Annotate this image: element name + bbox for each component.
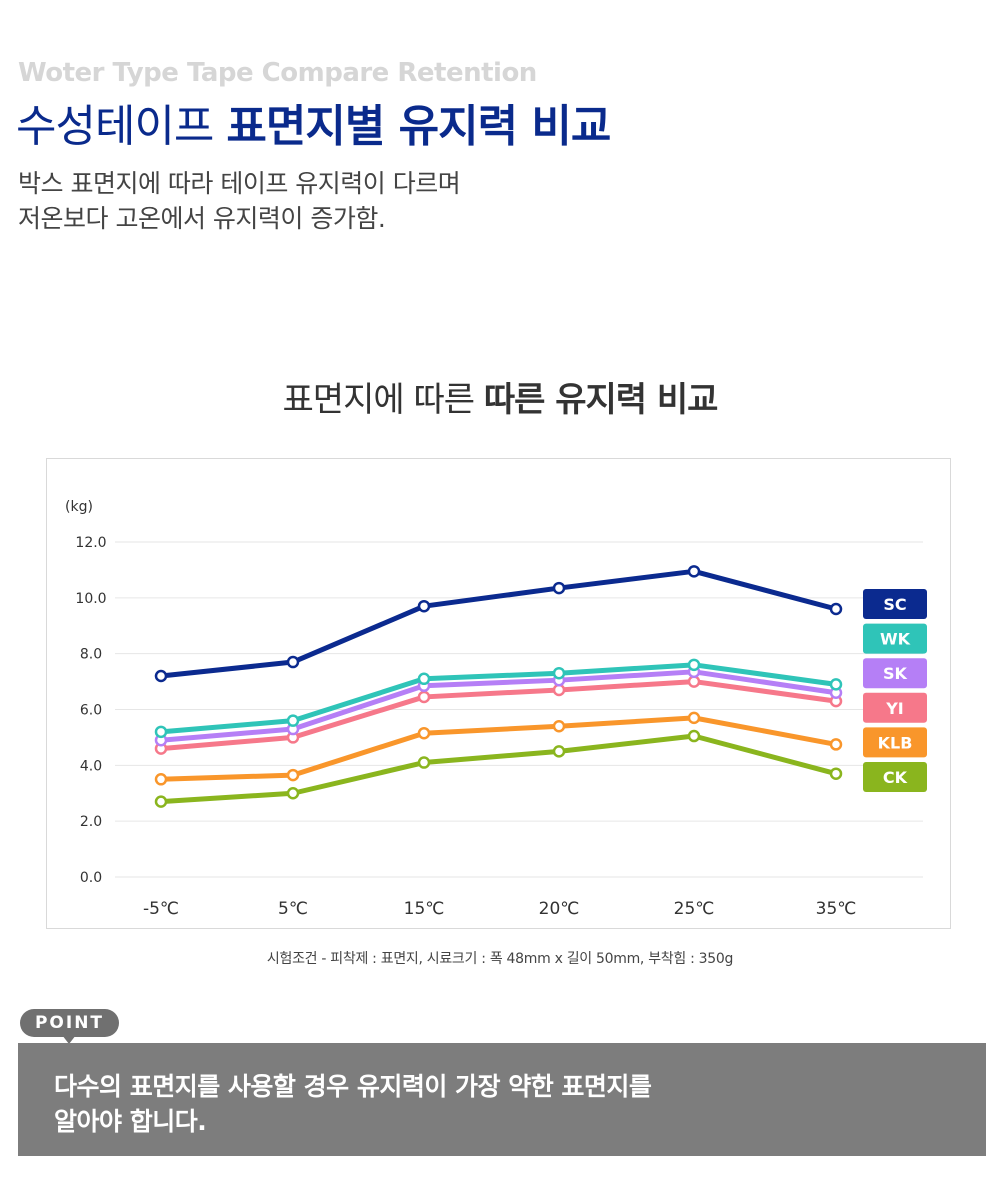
point-box: 다수의 표면지를 사용할 경우 유지력이 가장 약한 표면지를 알아야 합니다. (18, 1043, 986, 1156)
y-tick-label: 2.0 (80, 814, 102, 830)
test-conditions: 시험조건 - 피착제 : 표면지, 시료크기 : 폭 48mm x 길이 50m… (266, 951, 734, 967)
data-point-sc (154, 669, 168, 683)
data-point-yi (687, 675, 701, 688)
legend-label-ck: CK (883, 768, 908, 787)
data-point-ck (417, 756, 431, 769)
series-line-yi (158, 679, 839, 752)
legend-swatch-wk (863, 623, 927, 654)
description: 박스 표면지에 따라 테이프 유지력이 다르며 저온보다 고온에서 유지력이 증… (18, 166, 461, 236)
data-point-ck (687, 729, 701, 743)
data-point-sc (687, 565, 701, 578)
data-point-ck (552, 745, 566, 758)
description-line-1: 박스 표면지에 따라 테이프 유지력이 다르며 (18, 169, 461, 198)
point-line-2: 알아야 합니다. (54, 1107, 207, 1136)
y-tick-label: 12.0 (75, 535, 106, 551)
data-point-wk (417, 672, 431, 686)
series-line-sk (158, 669, 839, 743)
legend-label-wk: WK (880, 630, 911, 649)
legend-swatch-sc (863, 589, 927, 619)
y-tick-label: 6.0 (80, 703, 102, 719)
data-point-klb (154, 773, 168, 786)
data-point-sc (829, 602, 843, 616)
data-point-ck (286, 787, 300, 800)
y-tick-label: 0.0 (80, 870, 102, 886)
data-point-klb (417, 726, 431, 740)
data-point-yi (552, 683, 566, 697)
data-point-wk (552, 666, 566, 680)
x-tick-label: 5℃ (278, 899, 308, 919)
legend-swatch-yi (863, 692, 927, 723)
y-tick-label: 4.0 (80, 758, 102, 774)
x-tick-label: 20℃ (539, 899, 580, 919)
legend-label-klb: KLB (878, 733, 913, 752)
data-point-klb (687, 711, 701, 725)
point-badge: POINT (20, 1009, 119, 1037)
data-point-klb (829, 738, 843, 751)
data-point-sc (417, 599, 431, 613)
data-point-klb (286, 768, 300, 782)
data-point-wk (829, 678, 843, 691)
series-line-ck (158, 733, 839, 805)
x-tick-label: 25℃ (674, 899, 715, 919)
data-point-wk (286, 714, 300, 727)
legend-swatch-sk (863, 658, 927, 689)
series-line-wk (158, 662, 839, 735)
series-line-klb (158, 715, 839, 782)
data-point-yi (417, 690, 431, 704)
page-title: 수성테이프 표면지별 유지력 비교 (16, 90, 611, 154)
page-title-light: 수성테이프 (16, 101, 227, 152)
x-tick-label: 35℃ (816, 899, 857, 919)
chart-heading-light: 표면지에 따른 (282, 380, 484, 420)
data-point-klb (552, 720, 566, 733)
data-point-ck (154, 795, 168, 808)
chart-container: (kg) 0.0 2.0 4.0 6.0 8.0 10.0 12.0 -5℃ 5℃ 15℃ 20℃ 25… (46, 458, 951, 929)
legend-swatch-ck (863, 762, 927, 792)
x-tick-label: -5℃ (143, 899, 179, 919)
legend-swatch-klb (863, 727, 927, 758)
data-point-sc (286, 655, 300, 669)
point-badge-tail (62, 1035, 76, 1044)
line-chart: (kg) 0.0 2.0 4.0 6.0 8.0 10.0 12.0 -5℃ 5℃ 15℃ 20℃ 25… (65, 499, 927, 919)
data-point-wk (687, 658, 701, 672)
data-point-ck (829, 767, 843, 780)
page-title-bold: 표면지별 유지력 비교 (226, 101, 611, 152)
point-line-1: 다수의 표면지를 사용할 경우 유지력이 가장 약한 표면지를 (54, 1072, 652, 1101)
legend-label-sc: SC (883, 595, 906, 614)
y-tick-label: 8.0 (80, 647, 102, 663)
y-axis-unit-label: (kg) (65, 499, 93, 515)
series-line-sc (158, 568, 839, 679)
y-tick-label: 10.0 (75, 591, 106, 607)
x-tick-label: 15℃ (404, 899, 445, 919)
description-line-2: 저온보다 고온에서 유지력이 증가함. (18, 204, 386, 233)
data-point-wk (154, 725, 168, 739)
chart-heading-bold: 따른 유지력 비교 (483, 380, 719, 420)
english-subtitle: Woter Type Tape Compare Retention (18, 58, 537, 88)
data-point-sc (552, 581, 566, 595)
legend-label-sk: SK (883, 664, 908, 683)
point-text: 다수의 표면지를 사용할 경우 유지력이 가장 약한 표면지를 알아야 합니다. (54, 1069, 652, 1139)
legend-label-yi: YI (885, 699, 904, 718)
chart-heading: 표면지에 따른 따른 유지력 비교 (0, 372, 1000, 421)
